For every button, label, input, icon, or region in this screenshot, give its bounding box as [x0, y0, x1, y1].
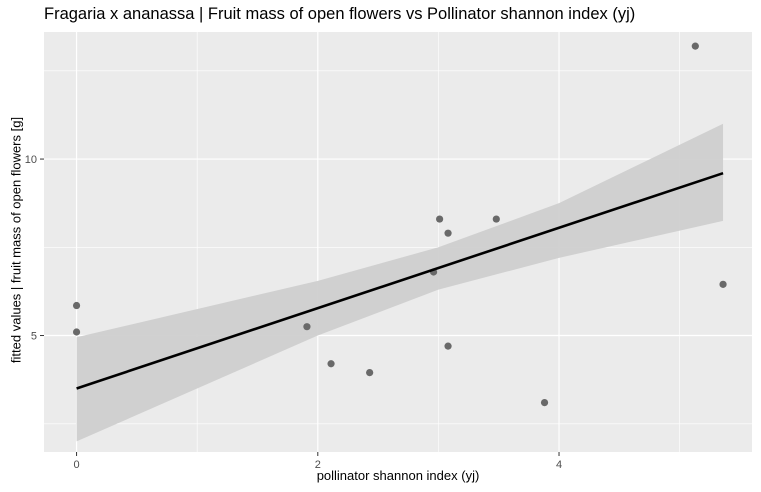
data-point	[366, 368, 374, 377]
data-point	[540, 398, 549, 407]
data-point	[691, 42, 699, 50]
data-point	[444, 342, 452, 350]
data-point	[72, 301, 81, 310]
data-point	[303, 323, 311, 331]
chart-title: Fragaria x ananassa | Fruit mass of open…	[44, 5, 636, 23]
data-point	[72, 328, 81, 336]
fit-line	[76, 171, 724, 390]
y-tick-label: 5	[31, 331, 37, 343]
data-point	[436, 215, 444, 223]
data-point	[492, 215, 500, 223]
x-tick-label: 2	[315, 459, 321, 471]
confidence-band	[76, 123, 724, 442]
x-tick-label: 0	[74, 459, 80, 471]
y-tick-label: 10	[25, 154, 37, 166]
y-axis-title: fitted values | fruit mass of open flowe…	[8, 116, 24, 364]
data-point	[719, 280, 727, 288]
x-tick-label: 4	[556, 459, 562, 471]
data-point	[444, 229, 452, 237]
data-point	[327, 360, 335, 368]
x-axis-title: pollinator shannon index (yj)	[316, 468, 480, 483]
